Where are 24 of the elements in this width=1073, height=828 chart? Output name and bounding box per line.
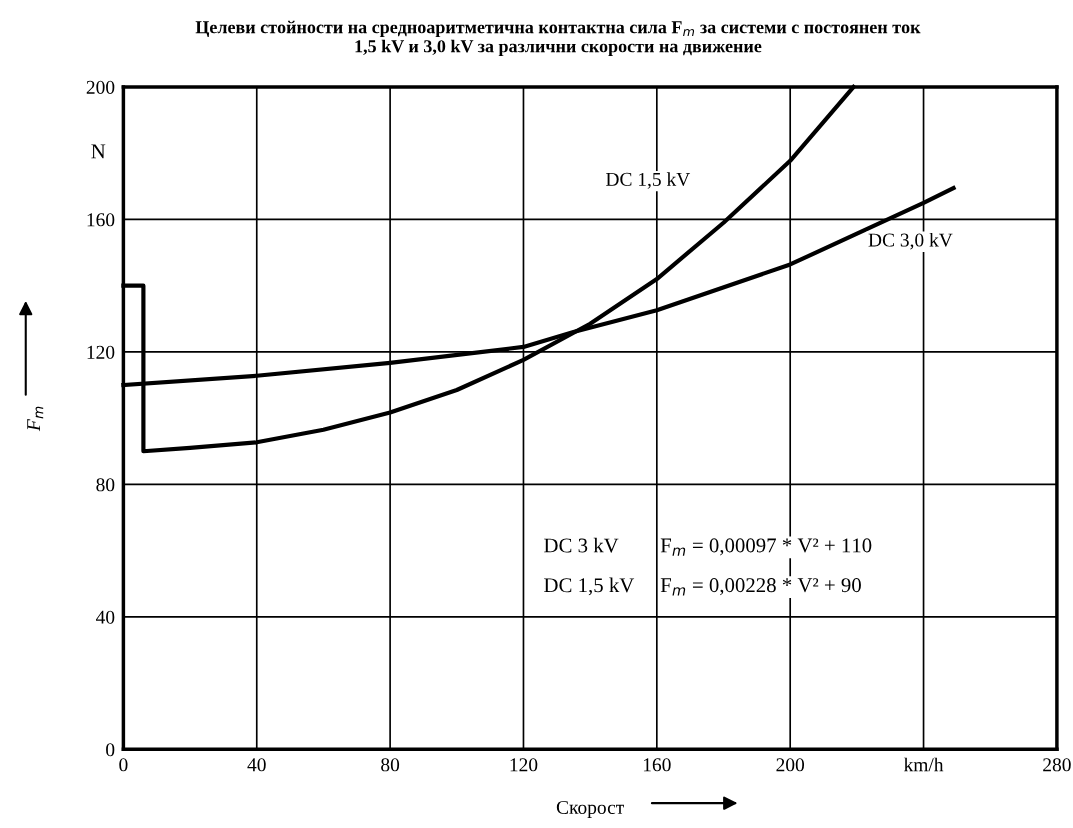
chart-title: Целеви стойности на средноаритметична контактна сила F$_{m}$ за системи с постоянен ток 1,5 kV и 3,0 kV за различни скорости на движение	[195, 20, 921, 57]
x-tick-label: 120	[510, 758, 538, 772]
y-tick-label: 40	[96, 610, 115, 624]
y-tick-label: 80	[96, 478, 115, 492]
x-tick-label: km/h	[903, 757, 944, 772]
y-tick-label: 160	[87, 213, 115, 227]
y-tick-label: 200	[86, 80, 115, 94]
x-tick-label: 160	[643, 758, 671, 772]
x-tick-label: 0	[119, 758, 128, 772]
annotation: F$_{m}$ = 0,00228 * V² + 90	[660, 578, 861, 596]
series-label: DC 3,0 kV	[868, 232, 953, 250]
text: DC 1,5 kV	[606, 172, 691, 189]
x-axis-title: Скорост	[556, 800, 624, 818]
y-tick-label: 120	[87, 345, 115, 359]
x-tick-label: 40	[247, 758, 266, 772]
annotation: DC 3 kV	[544, 537, 619, 553]
text: N	[91, 144, 106, 159]
x-tick-label: 80	[381, 758, 400, 772]
x-tick-label: 280	[1043, 758, 1071, 772]
x-tick-label: 200	[776, 758, 805, 772]
annotation: F$_{m}$ = 0,00097 * V² + 110	[660, 538, 872, 556]
y-axis-title: F$_{m}$	[27, 406, 44, 432]
annotation: DC 1,5 kV	[544, 577, 635, 596]
y-tick-label: 0	[106, 743, 115, 757]
